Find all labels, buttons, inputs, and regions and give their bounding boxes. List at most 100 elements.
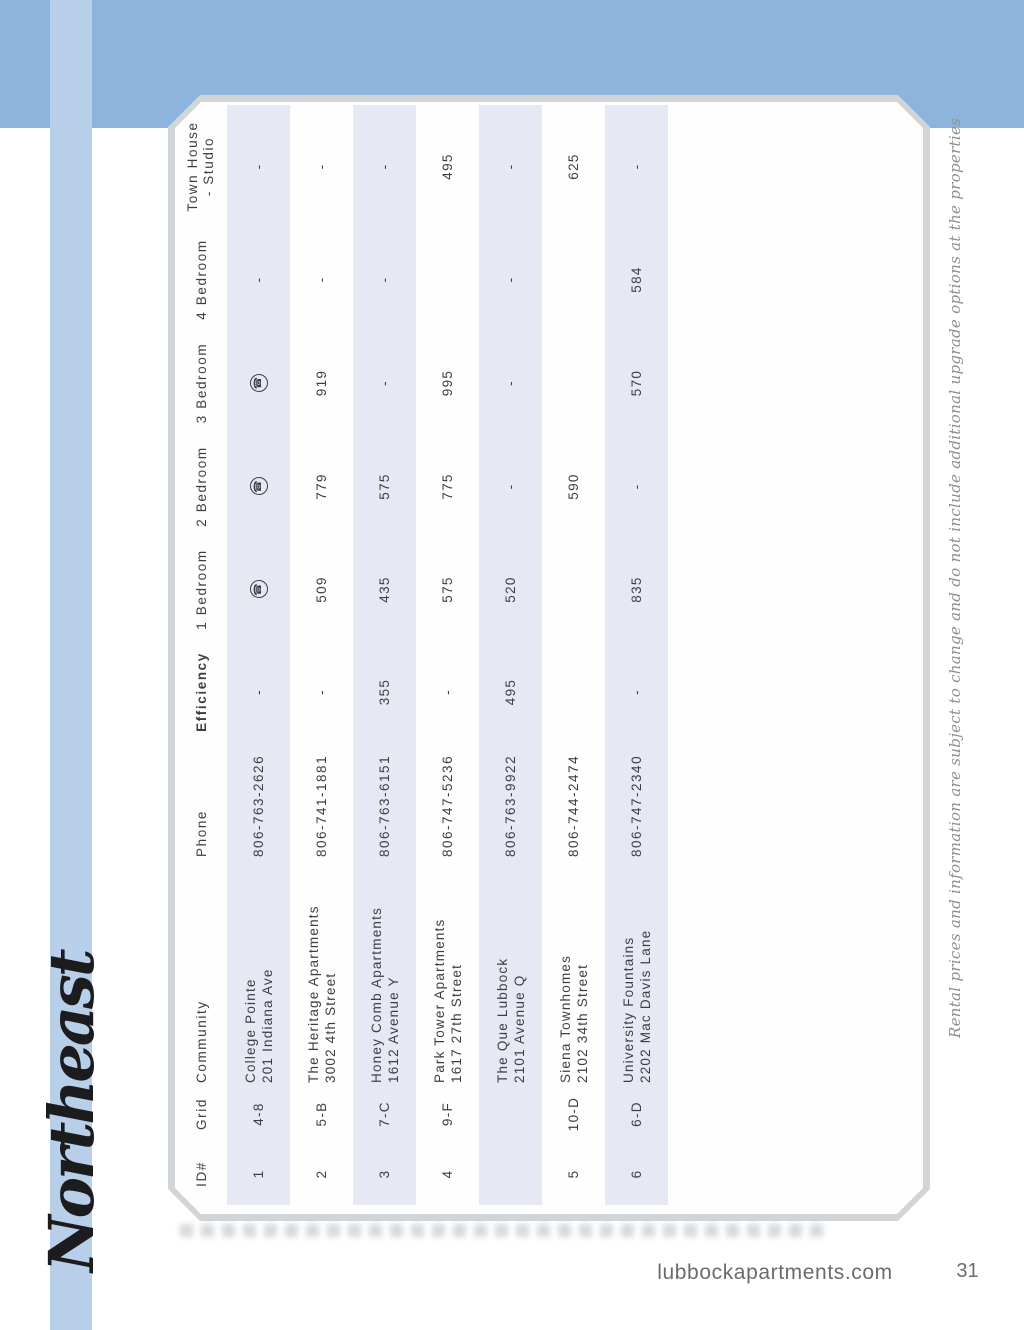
table-row-honey-comb: 3 7-C Honey Comb Apartments 1612 Avenue …	[353, 105, 416, 1205]
cell-grid: 10-D	[566, 1096, 581, 1132]
rental-disclaimer: Rental prices and information are subjec…	[946, 117, 964, 1038]
cell-town-house: -	[377, 163, 392, 170]
call-for-price-icon: ☎	[249, 580, 268, 599]
cell-efficiency: -	[629, 689, 644, 695]
cell-grid: 4-8	[251, 1102, 266, 1126]
cell-efficiency: 495	[503, 678, 518, 706]
cell-phone: 806-763-9922	[503, 754, 518, 857]
cell-phone: 806-763-2626	[251, 754, 266, 857]
cell-phone: 806-744-2474	[566, 754, 581, 857]
header-3-bedroom: 3 Bedroom	[193, 342, 209, 424]
cell-2-bedroom: -	[629, 483, 644, 490]
cell-grid: 9-F	[440, 1101, 455, 1127]
cell-efficiency: -	[440, 689, 455, 695]
cell-town-house: -	[503, 163, 518, 170]
cell-community: Park Tower Apartments 1617 27th Street	[416, 859, 479, 1085]
cell-2-bedroom: 779	[314, 473, 329, 500]
cell-2-bedroom: 590	[566, 473, 581, 500]
cell-id	[479, 1143, 542, 1205]
community-name: Park Tower Apartments	[431, 918, 447, 1083]
header-2-bedroom: 2 Bedroom	[193, 446, 209, 527]
cell-3-bedroom	[542, 331, 605, 435]
community-name: Honey Comb Apartments	[368, 906, 384, 1083]
cell-2-bedroom: ☎	[227, 435, 290, 538]
cell-1-bedroom: ☎	[227, 538, 290, 641]
call-for-price-icon: ☎	[249, 477, 268, 496]
cell-1-bedroom: 575	[440, 576, 455, 603]
community-address: 2102 34th Street	[574, 963, 590, 1083]
cell-1-bedroom: 520	[503, 576, 518, 603]
community-address: 1617 27th Street	[448, 963, 464, 1083]
community-name: Siena Townhomes	[557, 954, 573, 1083]
cell-2-bedroom: 575	[377, 473, 392, 500]
cell-id: 3	[377, 1169, 392, 1179]
cell-efficiency: -	[251, 689, 266, 695]
cell-4-bedroom: -	[503, 276, 518, 283]
table-header-row: ID# Grid Community Phone Efficiency 1 Be…	[175, 105, 227, 1205]
footer-website: lubbockapartments.com	[657, 1261, 893, 1284]
footer-page-number: 31	[956, 1260, 979, 1282]
community-name: University Fountains	[620, 936, 636, 1083]
cell-community: The Que Lubbock 2101 Avenue Q	[479, 859, 542, 1085]
cell-grid	[479, 1085, 542, 1143]
cell-id: 5	[566, 1169, 581, 1179]
community-address: 3002 4th Street	[322, 972, 338, 1083]
community-address: 2101 Avenue Q	[511, 974, 527, 1083]
cell-3-bedroom: ☎	[227, 331, 290, 435]
community-address: 2202 Mac Davis Lane	[637, 929, 653, 1083]
table-row-park-tower: 4 9-F Park Tower Apartments 1617 27th St…	[416, 105, 479, 1205]
header-studio-line2: - Studio	[201, 136, 216, 197]
left-blue-stripe	[50, 0, 92, 1330]
cell-3-bedroom: -	[377, 380, 392, 386]
table-row-the-que: The Que Lubbock 2101 Avenue Q 806-763-99…	[479, 105, 542, 1205]
cell-3-bedroom: 995	[440, 369, 455, 397]
table-row-heritage: 2 5-B The Heritage Apartments 3002 4th S…	[290, 105, 353, 1205]
cell-phone: 806-747-2340	[629, 754, 644, 857]
cell-grid: 6-D	[629, 1101, 644, 1127]
cell-id: 2	[314, 1169, 329, 1179]
cell-efficiency: 355	[377, 678, 392, 706]
cell-town-house: -	[629, 163, 644, 170]
community-address: 201 Indiana Ave	[259, 968, 275, 1083]
cell-4-bedroom: -	[377, 276, 392, 283]
header-grid: Grid	[193, 1098, 209, 1130]
header-phone: Phone	[193, 809, 209, 857]
cell-3-bedroom: 919	[314, 369, 329, 397]
cell-community: The Heritage Apartments 3002 4th Street	[290, 859, 353, 1085]
cell-phone: 806-763-6151	[377, 754, 392, 857]
cell-grid: 5-B	[314, 1101, 329, 1127]
cell-grid: 7-C	[377, 1101, 392, 1127]
cell-3-bedroom: -	[503, 380, 518, 386]
cell-4-bedroom	[416, 228, 479, 331]
cell-community: University Fountains 2202 Mac Davis Lane	[605, 859, 668, 1085]
cell-efficiency	[542, 641, 605, 743]
table-row-college-pointe: 1 4-8 College Pointe 201 Indiana Ave 806…	[227, 105, 290, 1205]
cell-id: 6	[629, 1169, 644, 1179]
cell-id: 4	[440, 1169, 455, 1179]
card-face	[175, 102, 923, 1214]
header-1-bedroom: 1 Bedroom	[193, 549, 209, 630]
cell-community: Siena Townhomes 2102 34th Street	[542, 859, 605, 1085]
cell-1-bedroom: 835	[629, 576, 644, 603]
cell-3-bedroom: 570	[629, 369, 644, 397]
cell-1-bedroom: 435	[377, 576, 392, 603]
cell-4-bedroom: -	[251, 276, 266, 283]
region-title: Northeast	[35, 951, 108, 1272]
cell-efficiency: -	[314, 689, 329, 695]
cell-id: 1	[251, 1169, 266, 1179]
cell-4-bedroom: 584	[629, 266, 644, 293]
cell-town-house: 625	[566, 153, 581, 180]
cell-community: Honey Comb Apartments 1612 Avenue Y	[353, 859, 416, 1085]
community-name: The Heritage Apartments	[305, 905, 321, 1083]
header-community: Community	[193, 1000, 209, 1083]
cell-1-bedroom: 509	[314, 576, 329, 603]
cell-community: College Pointe 201 Indiana Ave	[227, 859, 290, 1085]
call-for-price-icon: ☎	[249, 374, 268, 392]
cell-2-bedroom: -	[503, 483, 518, 490]
cell-town-house: -	[314, 163, 329, 170]
community-name: College Pointe	[242, 978, 258, 1083]
table-row-university-fountains: 6 6-D University Fountains 2202 Mac Davi…	[605, 105, 668, 1205]
header-id: ID#	[193, 1161, 209, 1187]
cell-4-bedroom	[542, 228, 605, 331]
